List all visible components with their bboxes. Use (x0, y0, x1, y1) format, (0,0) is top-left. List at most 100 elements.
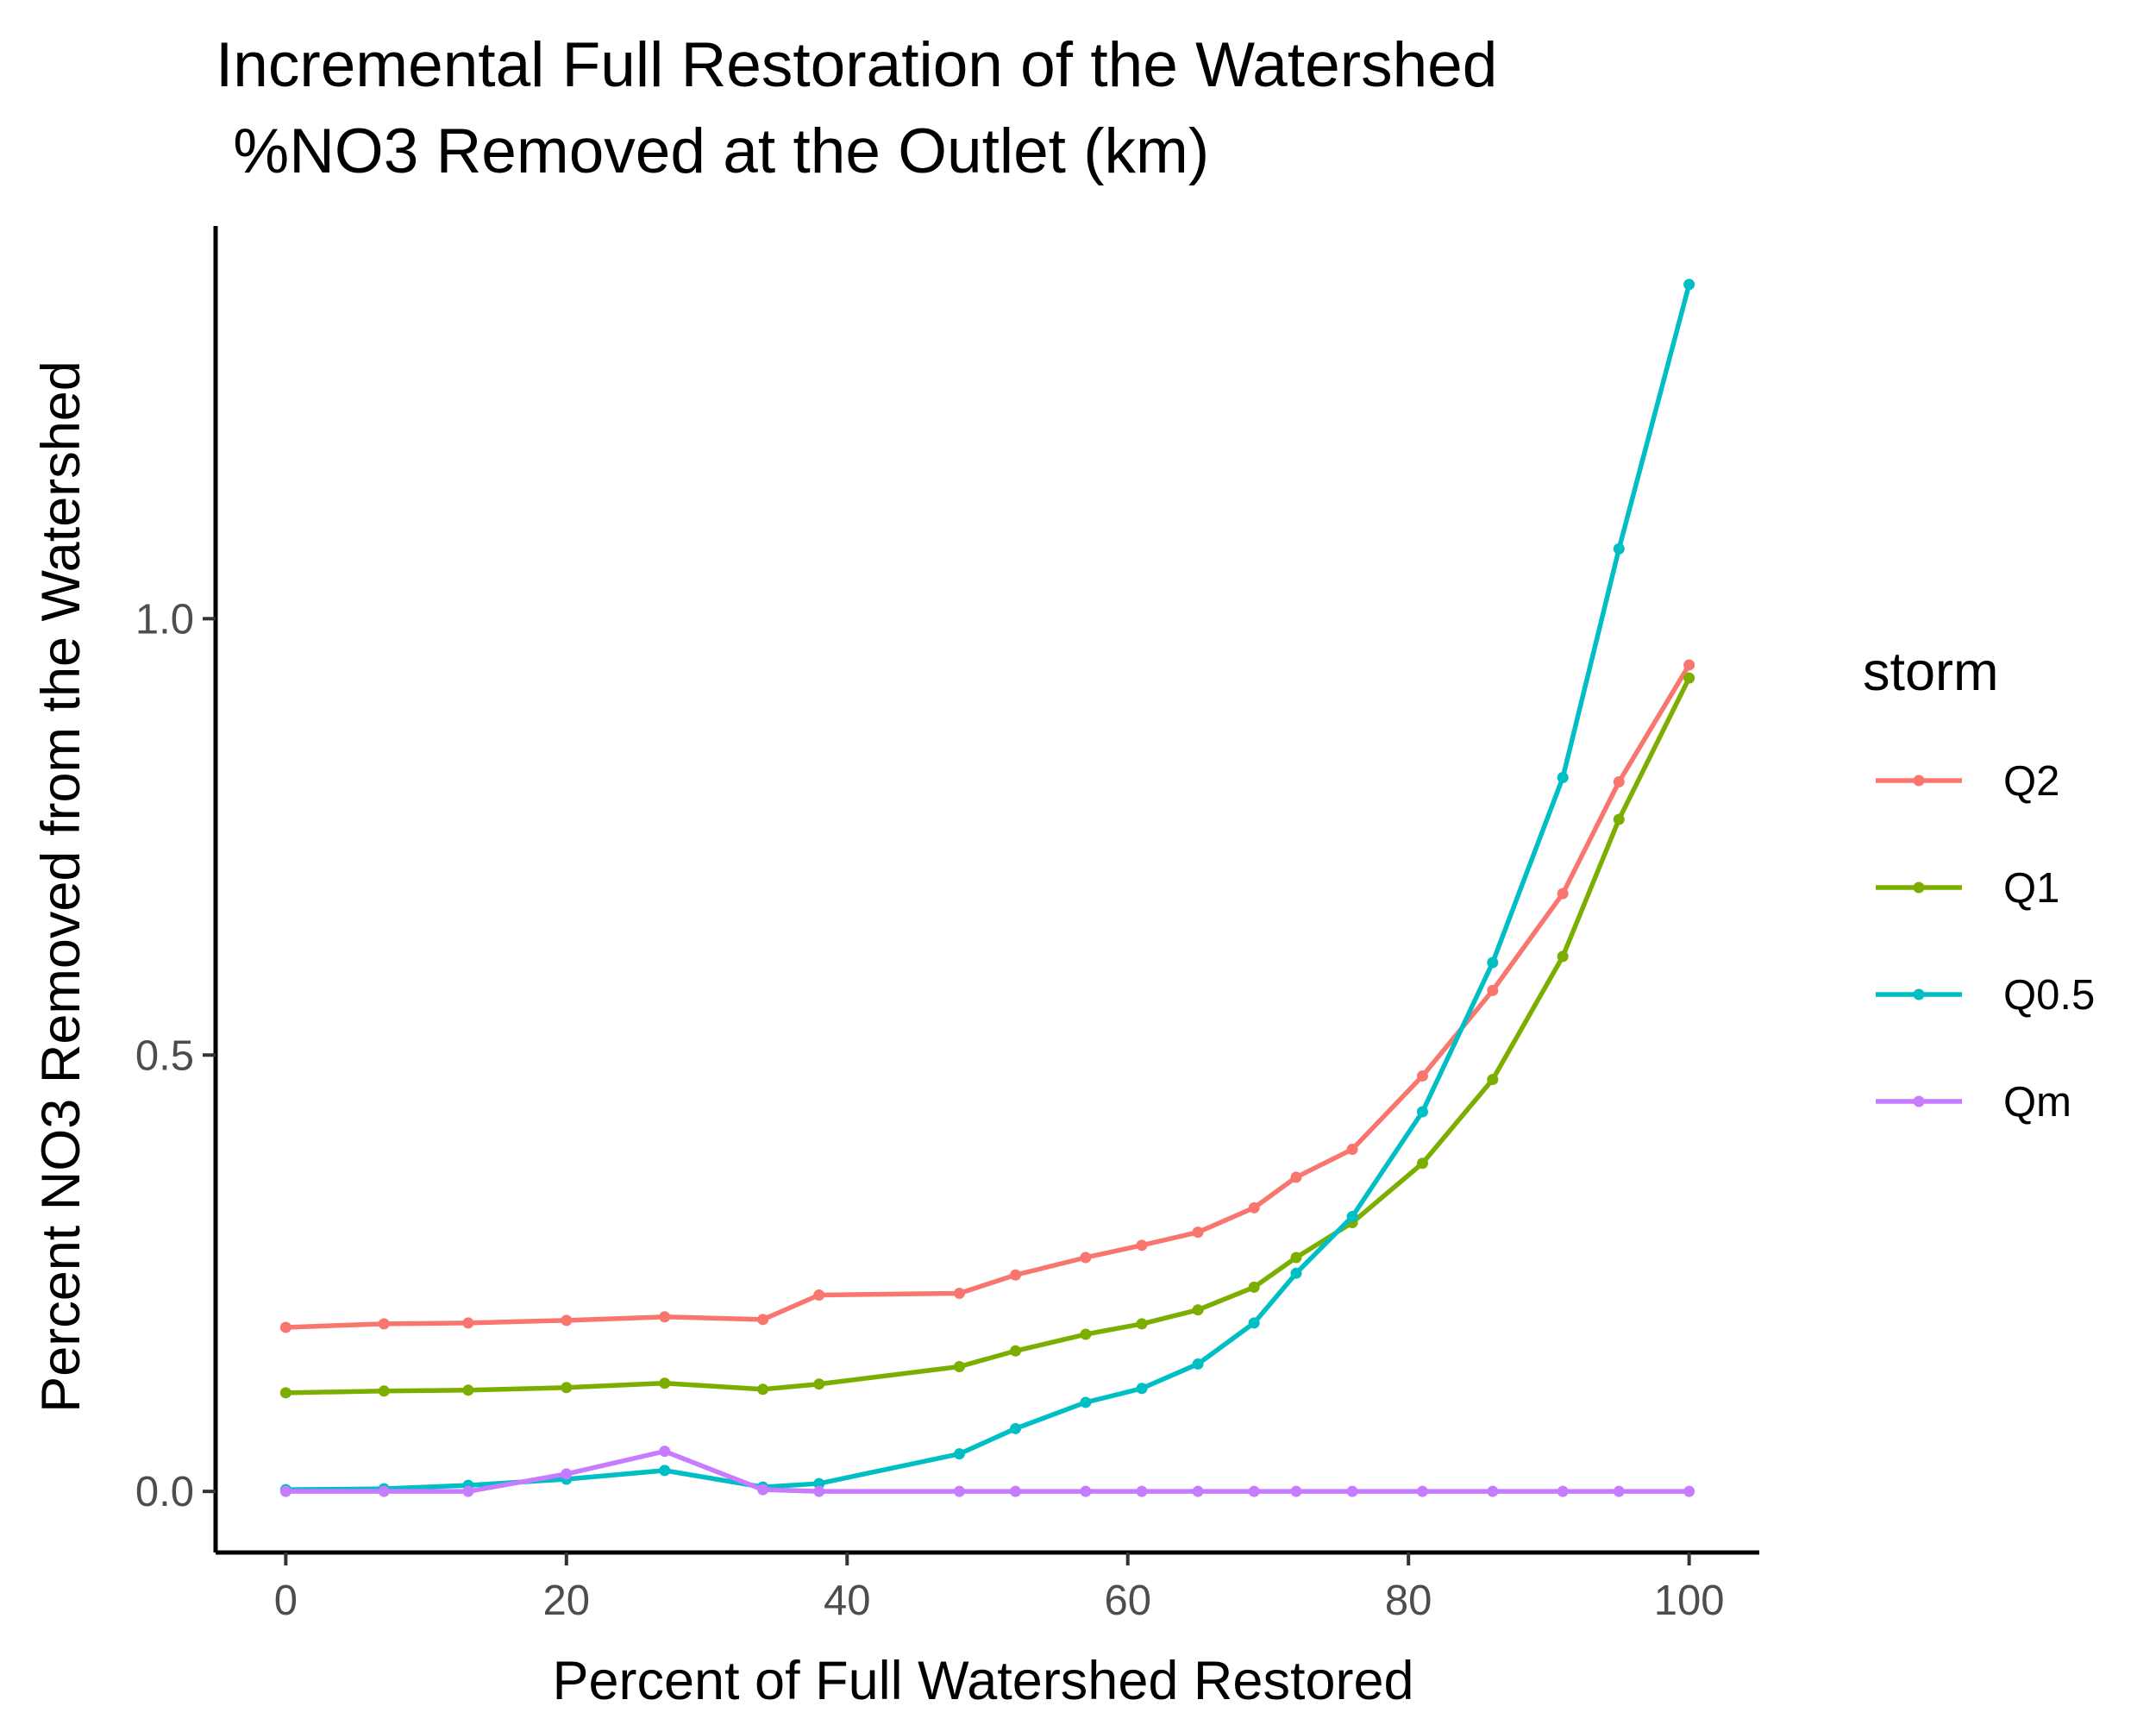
data-point-Qm (1416, 1485, 1428, 1497)
data-point-Qm (1248, 1485, 1260, 1497)
data-point-Q0.5 (1613, 543, 1625, 555)
data-point-Qm (1346, 1485, 1358, 1497)
data-point-Q2 (1557, 888, 1569, 900)
data-point-Q2 (1010, 1269, 1022, 1281)
legend-label: Q2 (2003, 758, 2059, 805)
x-tick-label: 20 (543, 1578, 591, 1624)
chart-title: Incremental Full Restoration of the Wate… (216, 30, 1497, 100)
legend-label: Q0.5 (2003, 972, 2095, 1019)
legend-key-point (1913, 881, 1925, 894)
data-point-Q0.5 (1010, 1422, 1022, 1434)
data-point-Q2 (1290, 1171, 1302, 1183)
data-point-Qm (1487, 1485, 1499, 1497)
data-point-Q0.5 (813, 1477, 825, 1490)
data-point-Q1 (1416, 1157, 1428, 1170)
data-point-Q1 (659, 1377, 671, 1389)
data-point-Q0.5 (1557, 771, 1569, 783)
data-point-Q1 (813, 1378, 825, 1390)
y-axis-title: Percent NO3 Removed from the Watershed (31, 361, 91, 1413)
series-line-Qm (283, 1448, 1692, 1494)
data-point-Q0.5 (1683, 279, 1695, 291)
data-point-Qm (659, 1446, 671, 1458)
data-point-Q2 (1416, 1070, 1428, 1082)
data-point-Q2 (1613, 776, 1625, 788)
data-point-Qm (1683, 1485, 1695, 1497)
legend-key-point (1913, 1095, 1925, 1107)
data-point-Q0.5 (1346, 1210, 1358, 1222)
data-point-Qm (1136, 1485, 1148, 1497)
data-point-Qm (1080, 1485, 1092, 1497)
chart-subtitle: %NO3 Removed at the Outlet (km) (216, 116, 1209, 186)
data-point-Q0.5 (1248, 1317, 1260, 1329)
data-point-Q2 (1683, 659, 1695, 671)
data-point-Q1 (1010, 1345, 1022, 1357)
data-point-Q1 (561, 1382, 573, 1394)
data-point-Q1 (1683, 672, 1695, 684)
data-point-Q1 (1192, 1304, 1204, 1316)
x-tick-label: 0 (274, 1578, 298, 1624)
data-point-Qm (757, 1484, 769, 1496)
data-point-Q1 (757, 1383, 769, 1396)
data-point-Q0.5 (1136, 1383, 1148, 1395)
legend-title: storm (1863, 642, 1999, 702)
y-tick-label: 0.5 (135, 1032, 194, 1079)
legend-key-point (1913, 988, 1925, 1000)
data-point-Q2 (1248, 1201, 1260, 1214)
data-point-Q2 (462, 1317, 474, 1329)
x-axis-title: Percent of Full Watershed Restored (552, 1651, 1413, 1711)
x-tick-label: 40 (824, 1578, 871, 1624)
data-point-Q2 (659, 1311, 671, 1323)
data-point-Q1 (1487, 1074, 1499, 1086)
data-point-Qm (462, 1485, 474, 1497)
data-point-Qm (1192, 1485, 1204, 1497)
data-point-Q2 (561, 1314, 573, 1327)
data-point-Q2 (1192, 1226, 1204, 1239)
data-point-Q2 (953, 1287, 965, 1299)
data-point-Q0.5 (1487, 957, 1499, 969)
data-point-Qm (1613, 1485, 1625, 1497)
data-point-Q1 (1136, 1318, 1148, 1330)
series-line-Q1 (283, 675, 1692, 1396)
data-point-Q2 (1080, 1251, 1092, 1264)
data-point-Qm (279, 1485, 291, 1497)
data-point-Qm (378, 1485, 390, 1497)
data-point-Q1 (953, 1360, 965, 1372)
data-point-Q2 (757, 1314, 769, 1326)
data-point-Q1 (1080, 1328, 1092, 1340)
series-line-Q0.5 (283, 282, 1692, 1492)
data-point-Q1 (279, 1387, 291, 1399)
data-point-Q0.5 (1080, 1396, 1092, 1408)
data-point-Q0.5 (1290, 1267, 1302, 1279)
legend: storm Q2 Q1 Q0.5 Qm (1863, 642, 2095, 1126)
data-point-Q2 (378, 1318, 390, 1330)
legend-key-point (1913, 775, 1925, 787)
y-tick-label: 0.0 (135, 1469, 194, 1515)
data-point-Qm (1290, 1485, 1302, 1497)
data-point-Q1 (1248, 1281, 1260, 1293)
data-point-Qm (1557, 1485, 1569, 1497)
data-point-Q2 (279, 1321, 291, 1333)
data-point-Q0.5 (1416, 1106, 1428, 1118)
data-point-Q1 (1613, 813, 1625, 825)
data-point-Qm (953, 1485, 965, 1497)
data-point-Q2 (1346, 1144, 1358, 1156)
x-tick-label: 60 (1104, 1578, 1151, 1624)
series-line-Q2 (283, 662, 1692, 1330)
data-point-Q1 (1290, 1251, 1302, 1264)
data-point-Q2 (813, 1289, 825, 1302)
plot-area: 0 20 40 60 80 100 0.0 0.5 1.0 (135, 226, 1759, 1624)
data-point-Qm (813, 1485, 825, 1497)
data-point-Q0.5 (1192, 1358, 1204, 1370)
data-point-Qm (1010, 1485, 1022, 1497)
data-point-Q1 (378, 1385, 390, 1397)
data-point-Q0.5 (659, 1465, 671, 1477)
data-point-Q1 (1557, 950, 1569, 963)
data-point-Q0.5 (953, 1448, 965, 1460)
x-tick-label: 80 (1385, 1578, 1432, 1624)
legend-label: Q1 (2003, 865, 2059, 912)
data-point-Qm (561, 1468, 573, 1480)
data-point-Q1 (462, 1384, 474, 1396)
data-point-Q2 (1487, 984, 1499, 996)
y-tick-label: 1.0 (135, 596, 194, 643)
